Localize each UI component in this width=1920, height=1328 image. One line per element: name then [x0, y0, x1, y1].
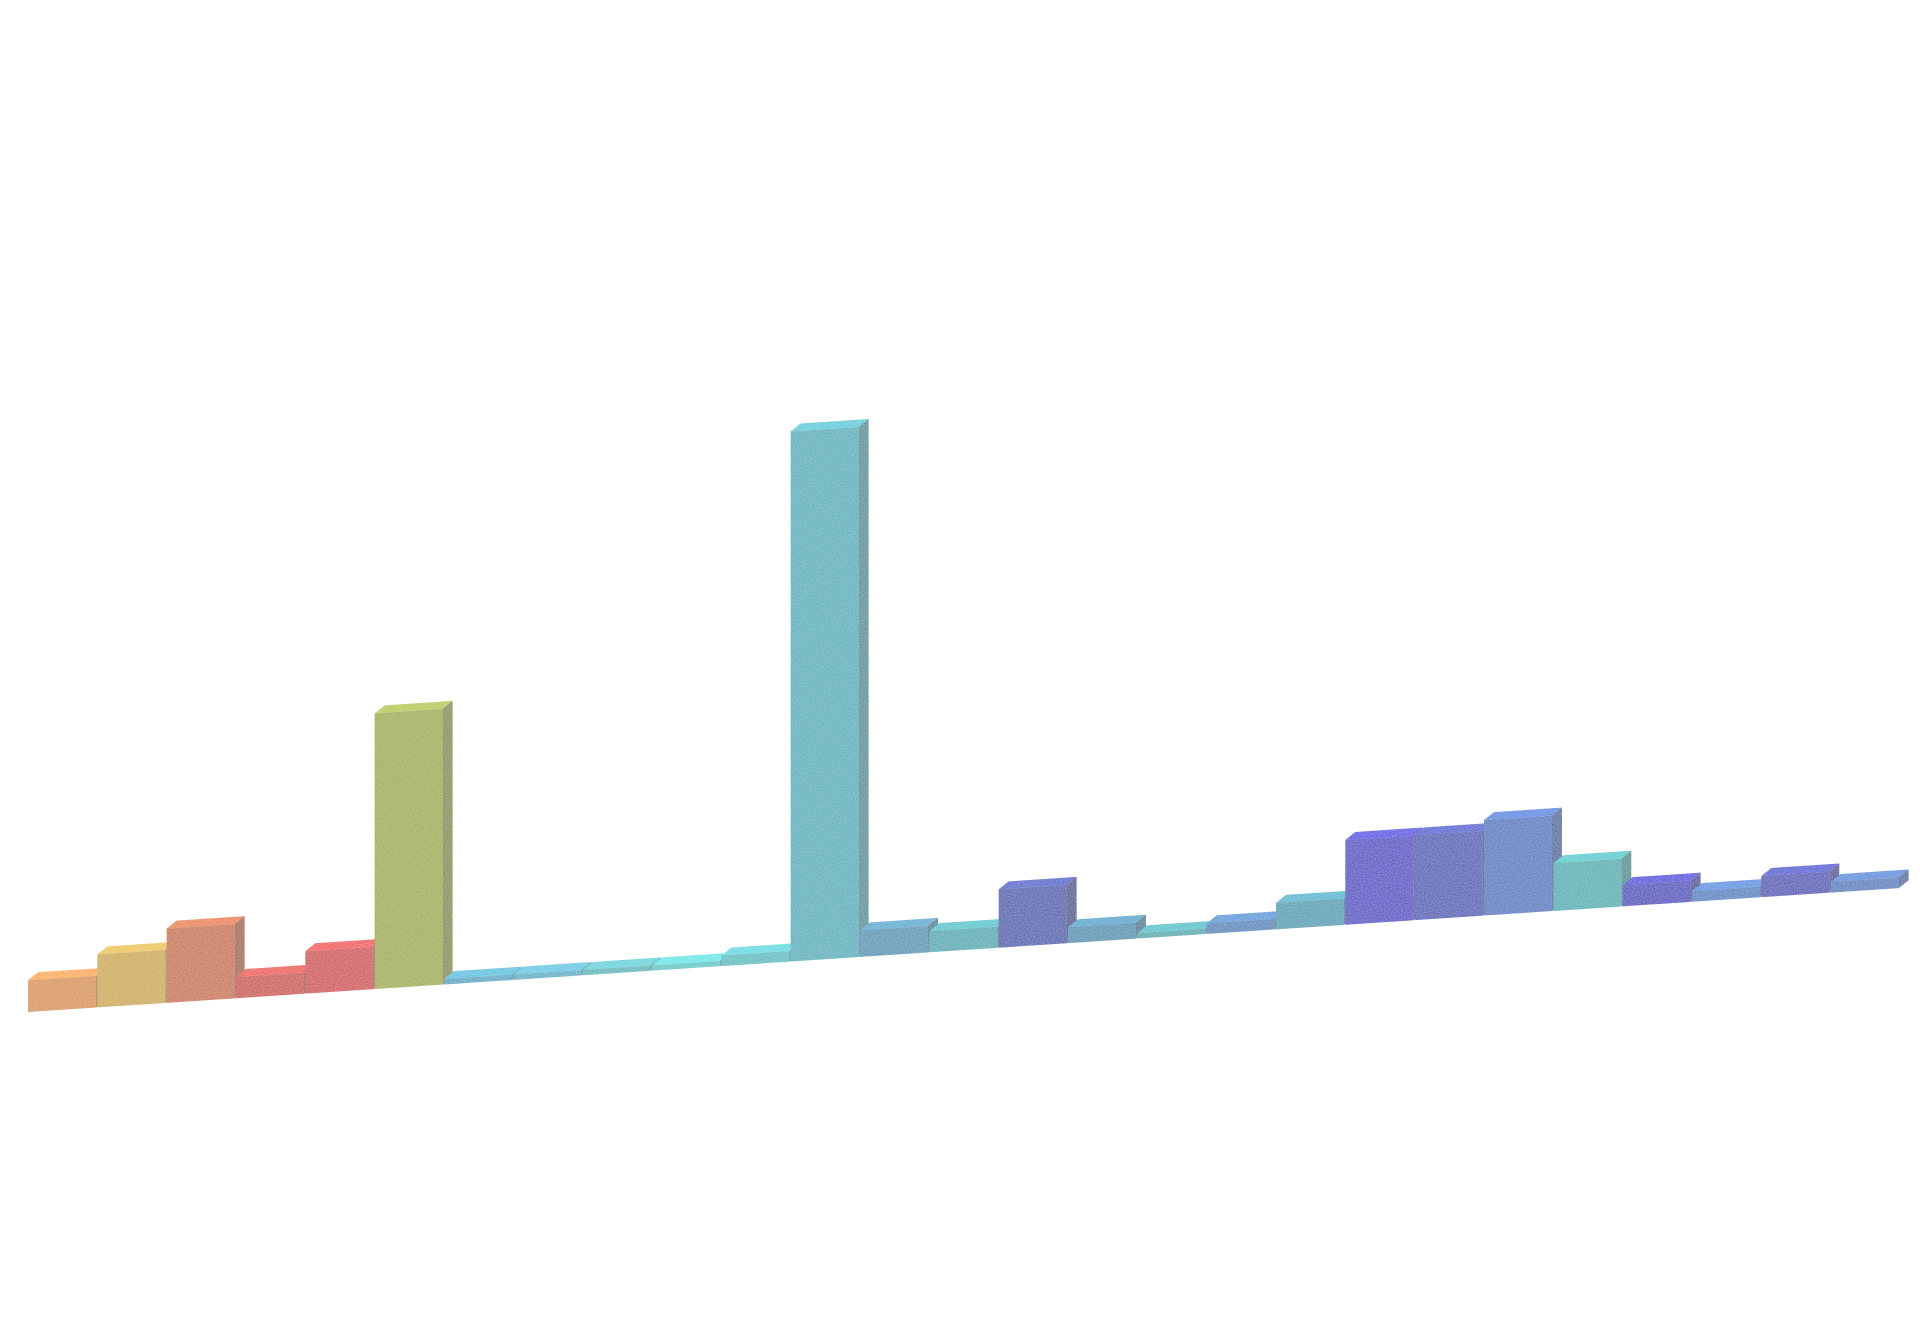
bar-front-face: [1068, 922, 1136, 944]
bar-9: [582, 957, 661, 976]
bar-top-face: [860, 917, 938, 931]
bar-15: [998, 876, 1077, 948]
bar-top-face: [582, 957, 661, 970]
bar-top-face: [1137, 920, 1216, 934]
bar-front-face: [374, 708, 443, 990]
bar-top-face: [1276, 890, 1354, 903]
bar-14: [929, 918, 1008, 953]
bar-front-face: [790, 426, 859, 962]
bar-front-face: [236, 972, 304, 999]
bar-front-face: [860, 925, 928, 957]
bar-top-face: [97, 941, 176, 955]
bar-front-face: [582, 965, 651, 976]
bar-front-face: [998, 884, 1067, 948]
bar-4: [236, 964, 314, 999]
bar-top-face: [1692, 878, 1770, 892]
bar-2: [97, 941, 176, 1008]
bar-side-face: [858, 418, 869, 957]
bar-12: [790, 418, 869, 962]
bar-top-face: [1068, 914, 1146, 928]
bar-top-face: [998, 876, 1077, 890]
bar-top-face: [1345, 827, 1424, 840]
bar-side-face: [1898, 869, 1909, 889]
bar-21: [1414, 822, 1493, 921]
bar-front-face: [444, 974, 512, 985]
bar-top-face: [790, 418, 869, 432]
bar-front-face: [1484, 815, 1552, 916]
bar-20: [1345, 827, 1424, 925]
bar-front-face: [1414, 830, 1483, 921]
bar-19: [1276, 890, 1354, 930]
bar-17: [1137, 920, 1216, 939]
bar-13: [860, 917, 938, 957]
bar-front-face: [1761, 871, 1830, 898]
bar-top-face: [1206, 910, 1285, 924]
bar-top-face: [513, 962, 592, 975]
bar-top-face: [374, 700, 453, 714]
bar-front-face: [1830, 877, 1899, 893]
bar-top-face: [1553, 850, 1632, 864]
bar-front-face: [652, 960, 720, 971]
bar-5: [305, 938, 384, 994]
bar-front-face: [513, 970, 582, 980]
bar-top-face: [929, 918, 1008, 932]
bar-top-face: [1830, 869, 1909, 882]
bar-top-face: [444, 966, 522, 980]
bar-6: [374, 700, 453, 990]
bar-top-face: [305, 938, 384, 952]
bar-16: [1068, 914, 1146, 944]
bar-top-face: [1622, 872, 1701, 886]
bar-top-face: [166, 916, 245, 929]
bar-23: [1553, 850, 1632, 911]
bar-top-face: [236, 964, 314, 978]
bar-front-face: [721, 950, 790, 967]
bar-7: [444, 966, 522, 985]
bar-top-face: [28, 967, 106, 981]
bar-front-face: [929, 926, 998, 953]
bar-8: [513, 962, 592, 980]
bar-25: [1692, 878, 1770, 902]
bar-10: [652, 952, 730, 971]
bar-front-face: [1553, 858, 1622, 911]
bar-front-face: [28, 975, 96, 1012]
bar-top-face: [652, 952, 730, 966]
bar-24: [1622, 872, 1701, 907]
bar-1: [28, 967, 106, 1012]
bar-front-face: [1622, 880, 1691, 907]
bar-3: [166, 916, 245, 1003]
bar-18: [1206, 910, 1285, 934]
bar-27: [1830, 869, 1909, 893]
bar-top-face: [721, 942, 800, 956]
bar-front-face: [1206, 918, 1275, 934]
bar-front-face: [1137, 928, 1206, 939]
bar-front-face: [1276, 898, 1344, 930]
bar-front-face: [97, 949, 166, 1008]
bar-top-face: [1761, 863, 1840, 876]
bar-front-face: [166, 924, 235, 1003]
bar-11: [721, 942, 800, 967]
bar-top-face: [1414, 822, 1493, 836]
bar-top-face: [1484, 807, 1562, 821]
bar-front-face: [305, 946, 374, 994]
bar-22: [1484, 807, 1562, 916]
bars-group: [28, 418, 1909, 1012]
bar-front-face: [1692, 886, 1760, 902]
bar-front-face: [1345, 835, 1414, 925]
bar-26: [1761, 863, 1840, 898]
bar-side-face: [442, 700, 453, 985]
